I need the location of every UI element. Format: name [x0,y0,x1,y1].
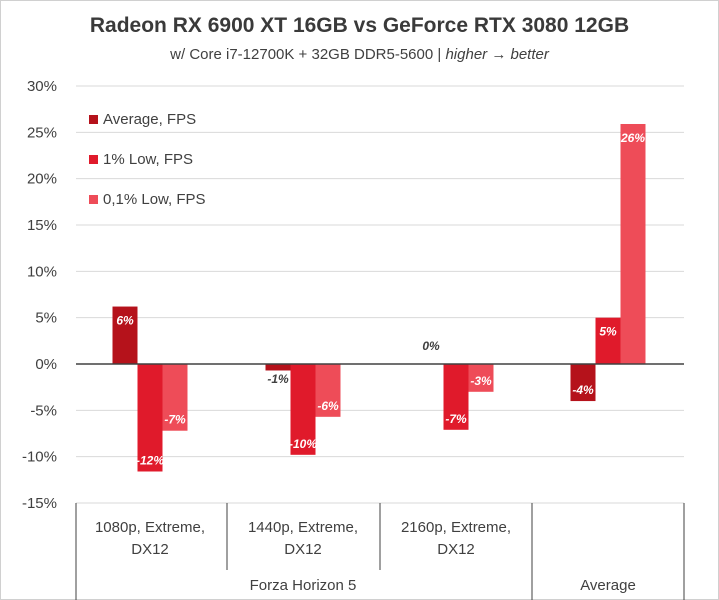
legend-swatch [89,195,98,204]
legend-label: Average, FPS [103,111,196,128]
y-tick-label: 30% [27,78,57,95]
y-tick-label: 20% [27,171,57,188]
category-label: DX12 [131,541,169,558]
data-label: -1% [267,372,289,386]
chart-title: Radeon RX 6900 XT 16GB vs GeForce RTX 30… [89,14,630,37]
category-label: 2160p, Extreme, [401,519,511,536]
bar [265,364,291,371]
data-label: -10% [289,437,317,451]
group-label: Forza Horizon 5 [250,577,357,594]
legend-swatch [89,155,98,164]
category-label: DX12 [284,541,322,558]
bar [112,306,138,364]
y-tick-label: -5% [30,402,57,419]
bar [443,364,469,430]
subtitle-italic: higher → better [445,46,549,63]
bar [595,317,621,364]
data-label: -4% [572,383,594,397]
legend-label: 1% Low, FPS [103,151,193,168]
data-label: 5% [599,325,617,339]
y-tick-label: -15% [22,495,57,512]
bar [162,364,188,431]
subtitle-main: w/ Core i7-12700K + 32GB DDR5-5600 | [170,46,442,63]
chart-subtitle: w/ Core i7-12700K + 32GB DDR5-5600 | hig… [0,46,719,63]
bar [620,123,646,364]
bar [315,364,341,417]
y-tick-label: -10% [22,449,57,466]
legend-label: 0,1% Low, FPS [103,191,206,208]
y-tick-label: 0% [35,356,57,373]
y-tick-label: 25% [27,124,57,141]
bar [468,364,494,392]
group-label: Average [580,577,636,594]
data-label: 0% [422,339,440,353]
data-label: 26% [620,131,645,145]
data-label: -7% [164,413,186,427]
category-label: 1080p, Extreme, [95,519,205,536]
bar [290,364,316,455]
y-tick-label: 10% [27,263,57,280]
bar [570,364,596,402]
legend-swatch [89,115,98,124]
data-label: -3% [470,374,492,388]
category-label: 1440p, Extreme, [248,519,358,536]
bar [137,364,163,472]
data-label: -7% [445,412,467,426]
data-label: -12% [136,453,164,467]
y-tick-label: 15% [27,217,57,234]
data-label: -6% [317,399,339,413]
y-tick-label: 5% [35,310,57,327]
category-label: DX12 [437,541,475,558]
data-label: 6% [116,314,134,328]
